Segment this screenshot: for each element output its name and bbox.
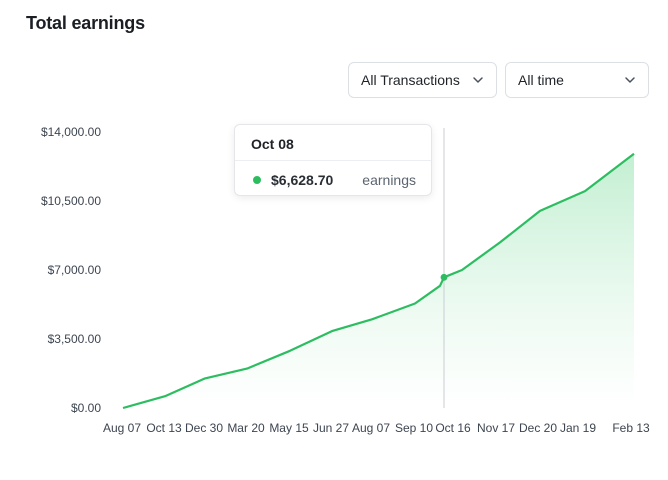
x-tick-label: Oct 16 [435,421,471,435]
x-tick-label: Aug 07 [352,421,390,435]
chevron-down-icon [625,77,635,83]
chevron-down-icon [473,77,483,83]
transactions-filter-dropdown[interactable]: All Transactions [348,62,497,98]
x-tick-label: May 15 [269,421,309,435]
x-tick-label: Mar 20 [227,421,265,435]
earnings-area [123,153,634,408]
chart-tooltip: Oct 08 $6,628.70 earnings [234,124,432,196]
y-tick-label: $0.00 [71,401,101,415]
highlight-point [440,273,448,281]
tooltip-label: earnings [362,172,416,188]
y-tick-label: $14,000.00 [41,125,101,139]
earnings-line [122,152,635,410]
tooltip-divider [235,160,431,161]
y-tick-label: $3,500.00 [48,332,102,346]
tooltip-value: $6,628.70 [271,172,334,188]
x-tick-label: Dec 20 [519,421,557,435]
x-tick-label: Dec 30 [185,421,223,435]
page-title: Total earnings [26,13,145,33]
x-axis: Aug 07 Oct 13 Dec 30 Mar 20 May 15 Jun 27 Aug … [103,421,650,435]
y-tick-label: $10,500.00 [41,194,101,208]
tooltip-date: Oct 08 [251,136,294,152]
x-tick-label: Jan 19 [560,421,596,435]
x-tick-label: Sep 10 [395,421,433,435]
x-tick-label: Aug 07 [103,421,141,435]
x-tick-label: Feb 13 [612,421,650,435]
series-dot-icon [253,176,261,184]
x-tick-label: Jun 27 [313,421,349,435]
transactions-filter-label: All Transactions [361,72,460,88]
x-tick-label: Nov 17 [477,421,515,435]
y-axis: $0.00 $3,500.00 $7,000.00 $10,500.00 $14,000… [41,125,101,415]
x-tick-label: Oct 13 [146,421,182,435]
time-range-dropdown[interactable]: All time [505,62,649,98]
data-points [122,153,635,409]
y-tick-label: $7,000.00 [48,263,102,277]
time-range-label: All time [518,72,564,88]
